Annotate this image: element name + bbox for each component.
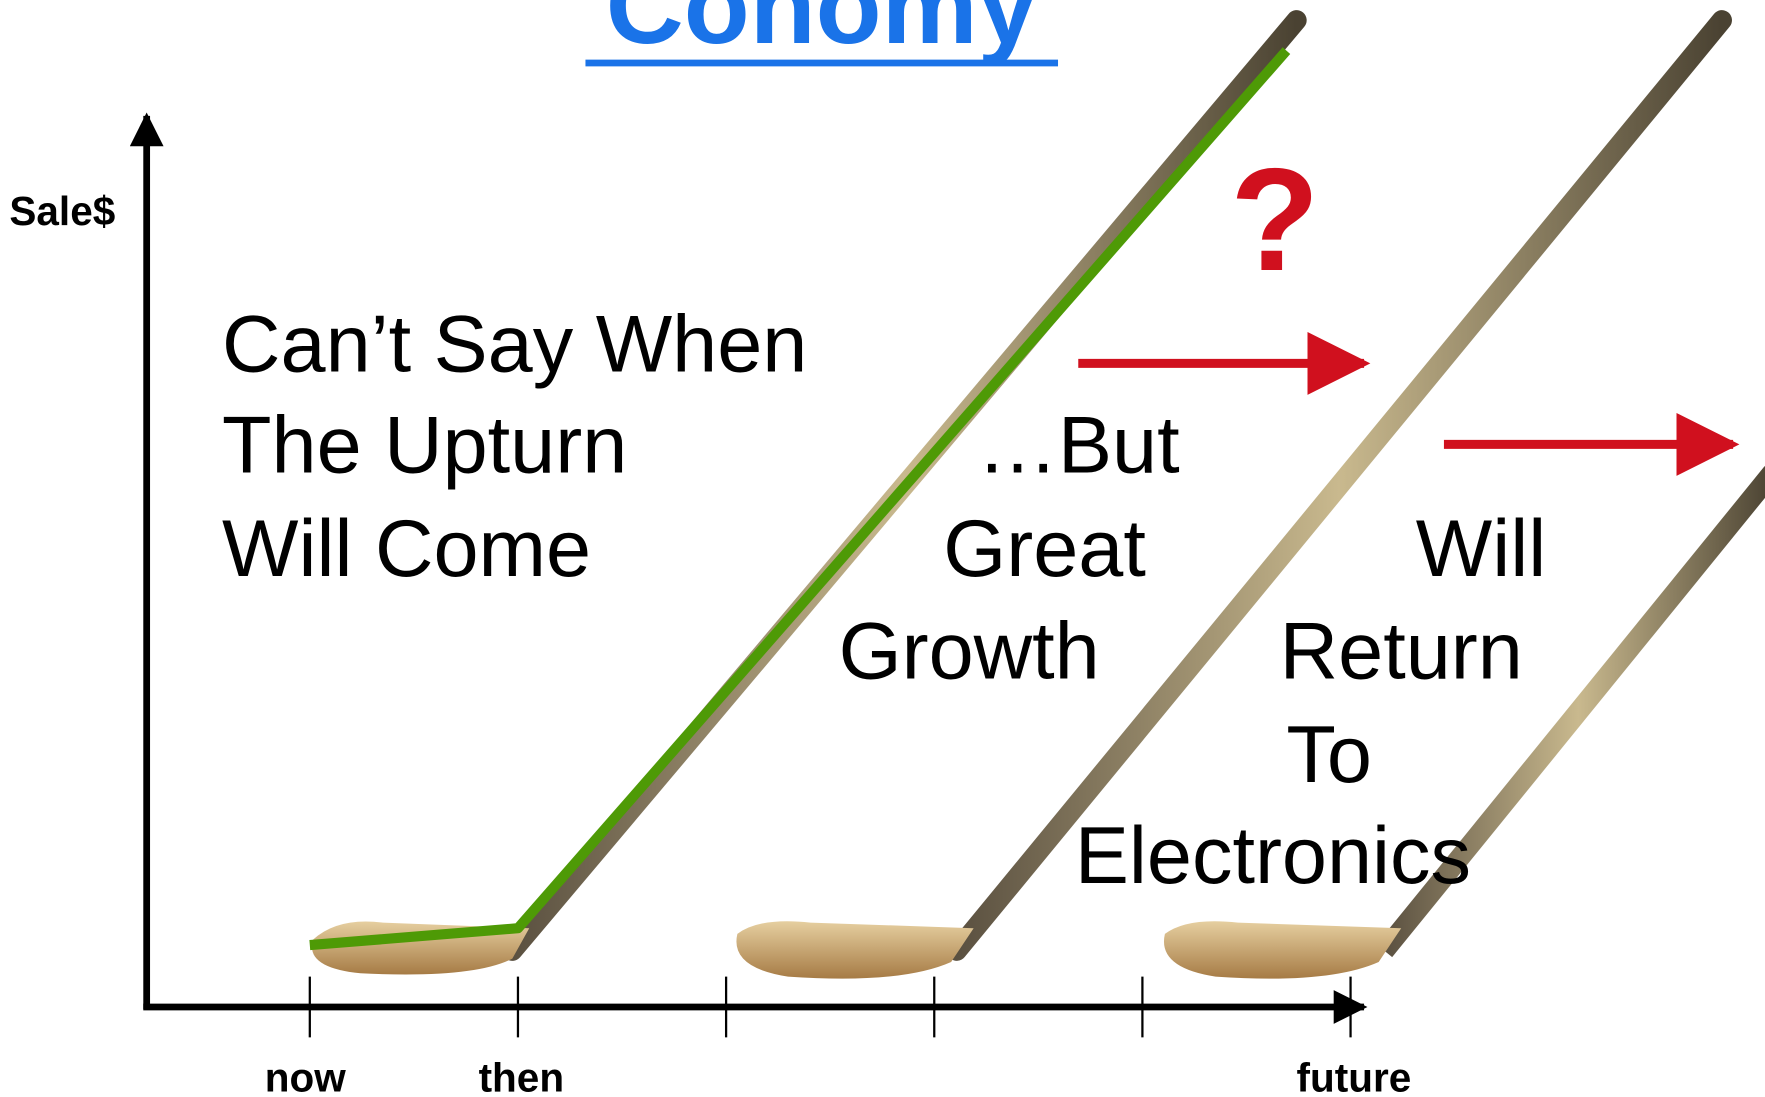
title: Conomy <box>606 0 1038 66</box>
x-axis-label: now <box>265 1054 346 1097</box>
page: Conomy Sale$ now then future Can’t Say W… <box>0 0 1765 1097</box>
y-axis-label: Sale$ <box>9 188 115 234</box>
caption-line: Growth <box>839 606 1100 696</box>
caption-line: To <box>1286 710 1372 800</box>
caption-line: Will <box>1416 504 1546 594</box>
caption-line: Will Come <box>222 504 591 594</box>
question-mark: ? <box>1230 138 1319 301</box>
caption-line: Can’t Say When <box>222 299 807 389</box>
caption-line: The Upturn <box>222 401 627 491</box>
caption-line: Great <box>943 504 1146 594</box>
caption-line: Electronics <box>1075 811 1471 901</box>
x-axis-label: future <box>1297 1054 1412 1097</box>
caption-line: …But <box>977 401 1180 491</box>
slide: Conomy Sale$ now then future Can’t Say W… <box>0 0 1765 1097</box>
x-axis-label: then <box>479 1054 565 1097</box>
caption-line: Return <box>1280 606 1523 696</box>
